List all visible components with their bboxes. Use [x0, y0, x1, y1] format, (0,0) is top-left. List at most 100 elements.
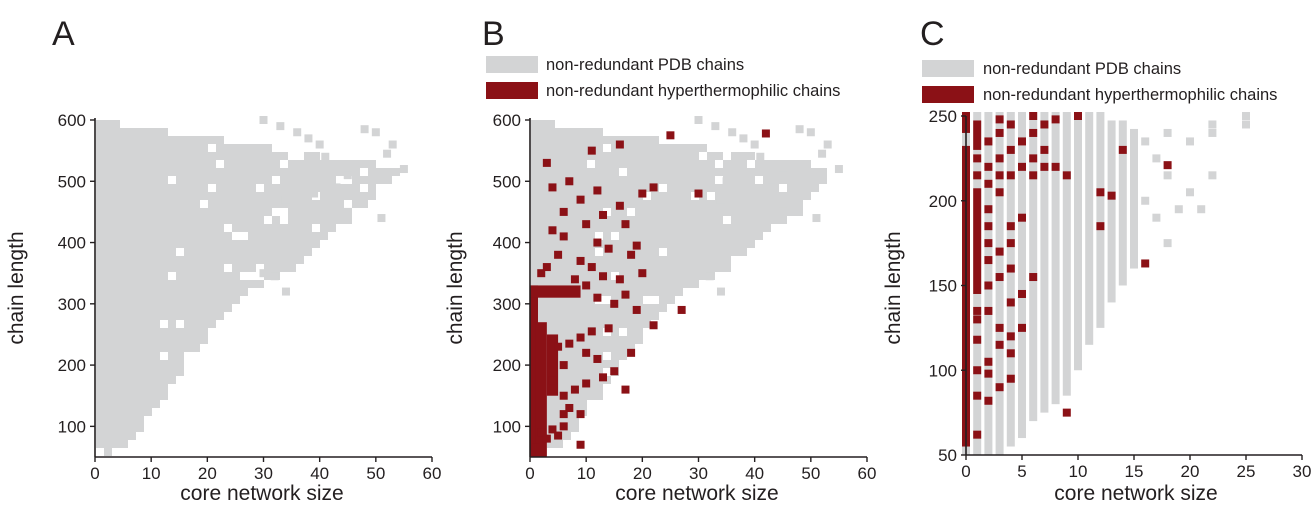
data-point-pdb: [264, 168, 272, 176]
data-point-pdb: [547, 216, 555, 224]
data-point-pdb: [208, 152, 216, 160]
data-point-pdb: [136, 360, 144, 368]
data-point-pdb: [120, 152, 128, 160]
data-point-pdb: [539, 136, 547, 144]
data-point-hyperthermophilic: [604, 324, 613, 333]
data-point-pdb: [144, 296, 152, 304]
data-point-pdb: [683, 184, 691, 192]
data-point-pdb: [160, 232, 168, 240]
data-point-pdb: [160, 208, 168, 216]
data-point-pdb: [547, 120, 555, 128]
data-point-pdb: [571, 248, 579, 256]
data-point-pdb: [288, 216, 296, 224]
data-point-pdb: [160, 136, 168, 144]
data-point-hyperthermophilic: [582, 379, 591, 388]
data-point-pdb: [383, 149, 392, 158]
data-point-pdb: [104, 376, 112, 384]
data-point-pdb: [643, 288, 651, 296]
data-point-pdb: [224, 216, 232, 224]
data-point-pdb: [603, 176, 611, 184]
data-point-pdb: [112, 344, 120, 352]
data-point-pdb: [627, 200, 635, 208]
data-point-pdb: [587, 336, 595, 344]
data-point-pdb: [216, 272, 224, 280]
data-point-pdb: [715, 224, 723, 232]
data-point-pdb: [256, 176, 264, 184]
data-point-pdb: [272, 224, 280, 232]
data-point-pdb: [160, 272, 168, 280]
data-point-pdb: [272, 160, 280, 168]
data-point-pdb: [296, 168, 304, 176]
data-point-pdb: [144, 312, 152, 320]
data-point-pdb: [539, 240, 547, 248]
data-point-pdb: [176, 152, 184, 160]
data-point-pdb: [152, 288, 160, 296]
data-point-pdb: [208, 280, 216, 288]
data-point-pdb: [571, 352, 579, 360]
data-point-pdb: [627, 224, 635, 232]
data-point-hyperthermophilic: [576, 333, 585, 342]
data-point-pdb: [811, 176, 819, 184]
data-point-hyperthermophilic: [995, 340, 1004, 349]
data-point-hyperthermophilic: [1163, 161, 1172, 170]
data-point-hyperthermophilic: [1096, 222, 1105, 231]
data-point-pdb: [651, 280, 659, 288]
data-point-pdb: [635, 200, 643, 208]
data-point-pdb: [96, 256, 104, 264]
data-point-pdb: [627, 272, 635, 280]
data-point-pdb: [723, 264, 731, 272]
data-point-pdb: [763, 168, 771, 176]
data-point-pdb: [248, 160, 256, 168]
data-band-hyperthermophilic: [535, 322, 547, 457]
data-point-pdb: [192, 224, 200, 232]
data-point-pdb: [96, 344, 104, 352]
data-point-pdb: [120, 184, 128, 192]
data-point-pdb: [587, 272, 595, 280]
data-point-pdb: [667, 176, 675, 184]
data-point-pdb: [192, 312, 200, 320]
data-point-pdb: [635, 224, 643, 232]
data-point-pdb: [723, 192, 731, 200]
data-point-pdb: [667, 144, 675, 152]
data-point-pdb: [256, 168, 264, 176]
data-point-pdb: [240, 152, 248, 160]
data-point-pdb: [1163, 128, 1172, 137]
data-point-pdb: [587, 176, 595, 184]
data-point-pdb: [707, 184, 715, 192]
data-point-pdb: [547, 152, 555, 160]
data-point-pdb: [136, 368, 144, 376]
data-point-pdb: [104, 256, 112, 264]
data-point-hyperthermophilic: [604, 244, 613, 253]
x-tick-label: 10: [577, 464, 596, 483]
data-point-pdb: [555, 216, 563, 224]
data-point-hyperthermophilic: [1006, 332, 1015, 341]
y-tick-label: 100: [58, 417, 86, 436]
y-tick-label: 200: [929, 192, 957, 211]
data-point-pdb: [739, 224, 747, 232]
data-point-pdb: [208, 200, 216, 208]
data-point-pdb: [595, 392, 603, 400]
data-point-pdb: [384, 176, 392, 184]
panel-letter-c: C: [920, 15, 945, 53]
data-point-pdb: [200, 176, 208, 184]
data-point-pdb: [651, 152, 659, 160]
data-point-pdb: [168, 152, 176, 160]
data-point-pdb: [224, 256, 232, 264]
data-point-pdb: [555, 424, 563, 432]
data-point-pdb: [1186, 188, 1194, 197]
data-point-pdb: [699, 184, 707, 192]
data-point-pdb: [659, 304, 667, 312]
y-tick-label: 600: [58, 111, 86, 130]
data-point-hyperthermophilic: [973, 154, 982, 163]
data-point-pdb: [136, 336, 144, 344]
data-point-pdb: [184, 280, 192, 288]
data-point-pdb: [328, 216, 336, 224]
data-point-pdb: [336, 216, 344, 224]
data-point-pdb: [112, 352, 120, 360]
data-point-hyperthermophilic: [1006, 120, 1015, 129]
data-point-pdb: [643, 320, 651, 328]
data-point-hyperthermophilic: [610, 299, 619, 308]
data-point-pdb: [240, 200, 248, 208]
data-point-hyperthermophilic: [995, 154, 1004, 163]
